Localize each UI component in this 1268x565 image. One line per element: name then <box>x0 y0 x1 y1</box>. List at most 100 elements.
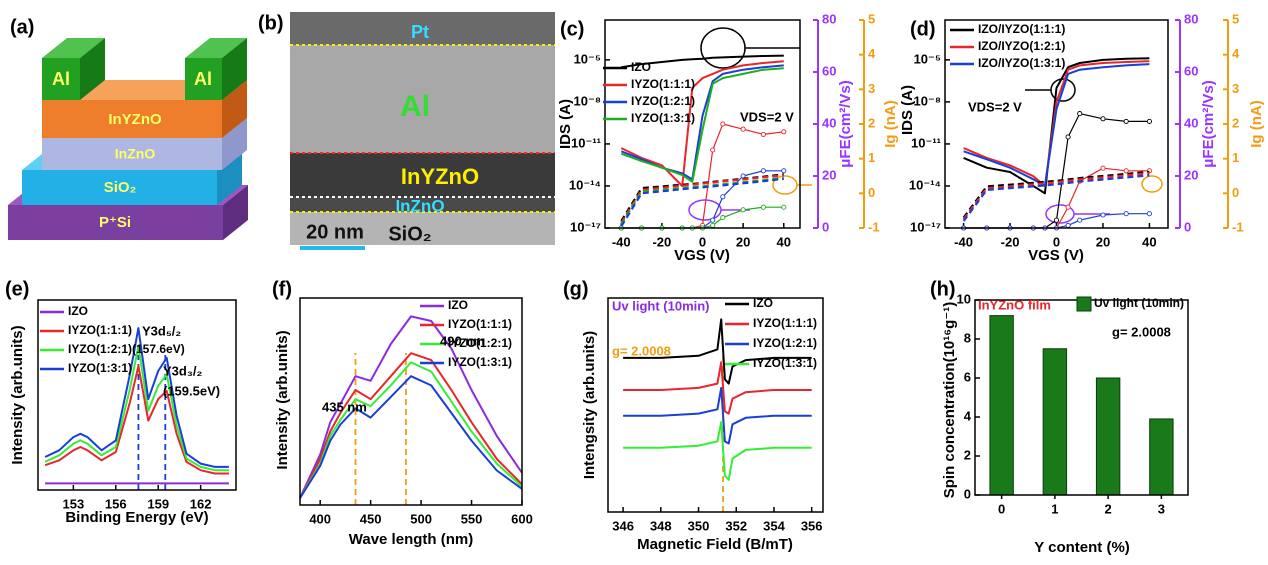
annotation: 435 nm <box>322 399 367 414</box>
series-line <box>618 121 787 231</box>
axis-title: Y content (%) <box>1034 539 1130 556</box>
axis-title: μFE(cm²/Vs) <box>1200 80 1217 168</box>
legend-label: IZO/IYZO(1:1:1) <box>978 22 1065 36</box>
series-line <box>962 174 1150 222</box>
legend-label: IZO/IYZO(1:3:1) <box>978 56 1065 70</box>
layer-label: Pt <box>411 22 429 42</box>
plot-frame <box>607 297 824 513</box>
series-line <box>962 172 1150 220</box>
x-tick-label: -20 <box>652 234 671 249</box>
x-tick-label: 400 <box>309 511 331 526</box>
x-tick-label: -20 <box>1001 234 1020 249</box>
y-tick-label: 0 <box>1232 185 1239 200</box>
panel-label: (h) <box>930 278 956 300</box>
series-line <box>623 361 812 415</box>
scale-label: 20 nm <box>306 221 364 243</box>
x-tick-label: -40 <box>954 234 973 249</box>
y-tick-label: -1 <box>868 219 880 234</box>
legend-label: IZO/IYZO(1:2:1) <box>978 39 1065 53</box>
x-tick-label: 3 <box>1158 501 1165 516</box>
bar <box>989 315 1014 496</box>
y-tick-label: 20 <box>822 167 836 182</box>
series-line <box>299 315 523 499</box>
axis-title: Ig (nA) <box>1248 100 1265 147</box>
x-tick-label: 153 <box>63 496 85 511</box>
legend-label: IYZO(1:3:1) <box>448 355 512 369</box>
x-tick-label: 0 <box>699 234 706 249</box>
legend-label: IYZO(1:3:1) <box>753 356 817 370</box>
layer-label: InZnO <box>395 196 444 215</box>
series-line <box>623 318 812 385</box>
electrode-top <box>42 38 105 58</box>
layer-label: Al <box>52 69 70 89</box>
x-tick-label: 600 <box>511 511 533 526</box>
y-tick-label: 8 <box>964 330 971 345</box>
series-line <box>962 170 1150 219</box>
axis-title: Intensity (arb.units) <box>9 325 26 464</box>
y-tick-label: 40 <box>1184 115 1198 130</box>
axis-title: Binding Energy (eV) <box>65 509 208 526</box>
x-tick-label: 0 <box>998 501 1005 516</box>
series-line <box>623 386 812 445</box>
axis-title: μFE(cm²/Vs) <box>837 80 854 168</box>
y-tick-label: 10⁻⁸ <box>914 93 941 108</box>
panel-label: (d) <box>910 18 936 40</box>
y-tick-label: 1 <box>1232 150 1239 165</box>
slab-side <box>222 80 247 138</box>
annotation: g= 2.0008 <box>612 343 671 358</box>
bar <box>1095 377 1121 496</box>
axis-title: VGS (V) <box>674 247 730 264</box>
x-tick-label: 348 <box>650 518 672 533</box>
annotation: Y3d₃/₂ <box>163 363 202 378</box>
electrode-side <box>222 38 247 100</box>
layer-label: InYZnO <box>108 111 162 128</box>
x-tick-label: 500 <box>410 511 432 526</box>
series-line <box>44 345 229 472</box>
y-tick-label: 10⁻¹⁷ <box>910 219 941 234</box>
y-tick-label: 60 <box>1184 63 1198 78</box>
layer-label: Al <box>400 90 430 123</box>
layer-label: SiO₂ <box>104 179 137 196</box>
layer-label: SiO₂ <box>388 223 431 245</box>
series-line <box>963 57 1150 195</box>
x-tick-label: 156 <box>105 496 127 511</box>
panel-label: (c) <box>560 18 584 40</box>
x-tick-label: 159 <box>147 496 169 511</box>
plot-frame <box>37 299 237 491</box>
y-tick-label: 10⁻¹¹ <box>911 135 941 150</box>
annotation: InYZnO film <box>978 297 1051 312</box>
panel-label: (g) <box>563 278 589 300</box>
axis-title: Intengsity (arb.units) <box>581 331 598 479</box>
y-tick-label: 80 <box>822 11 836 26</box>
slab-front <box>8 205 223 240</box>
inyzno-region <box>290 153 555 197</box>
y-tick-label: 4 <box>1232 46 1240 61</box>
series-line <box>620 173 784 222</box>
x-tick-label: 350 <box>688 518 710 533</box>
layer-label: InYZnO <box>401 164 479 189</box>
series-line <box>621 54 784 69</box>
annotation: 490 nm <box>440 333 485 348</box>
y-tick-label: 2 <box>1232 115 1239 130</box>
y-tick-label: -1 <box>1232 219 1244 234</box>
series-line <box>620 174 784 224</box>
x-tick-label: 346 <box>612 518 634 533</box>
panel-label: (e) <box>5 278 29 300</box>
y-tick-label: 3 <box>1232 81 1239 96</box>
axis-title: Spin concentration(10¹⁶g⁻¹) <box>941 302 958 499</box>
legend-label: Uv light (10min) <box>1094 296 1184 310</box>
bar <box>1149 418 1174 496</box>
annotation: VDS=2 V <box>968 99 1022 114</box>
x-tick-label: 356 <box>801 518 823 533</box>
panel-label: (b) <box>258 12 284 34</box>
x-tick-label: 20 <box>736 234 750 249</box>
legend-label: IYZO(1:1:1) <box>448 317 512 331</box>
series-line <box>620 177 784 227</box>
y-tick-label: 10⁻¹⁴ <box>909 177 941 192</box>
annotation: Uv light (10min) <box>612 298 710 313</box>
y-tick-label: 0 <box>1184 219 1191 234</box>
axis-title: Intensity (arb.units) <box>274 330 291 469</box>
layer-label: Al <box>194 69 212 89</box>
legend-label: IZO <box>448 298 468 312</box>
